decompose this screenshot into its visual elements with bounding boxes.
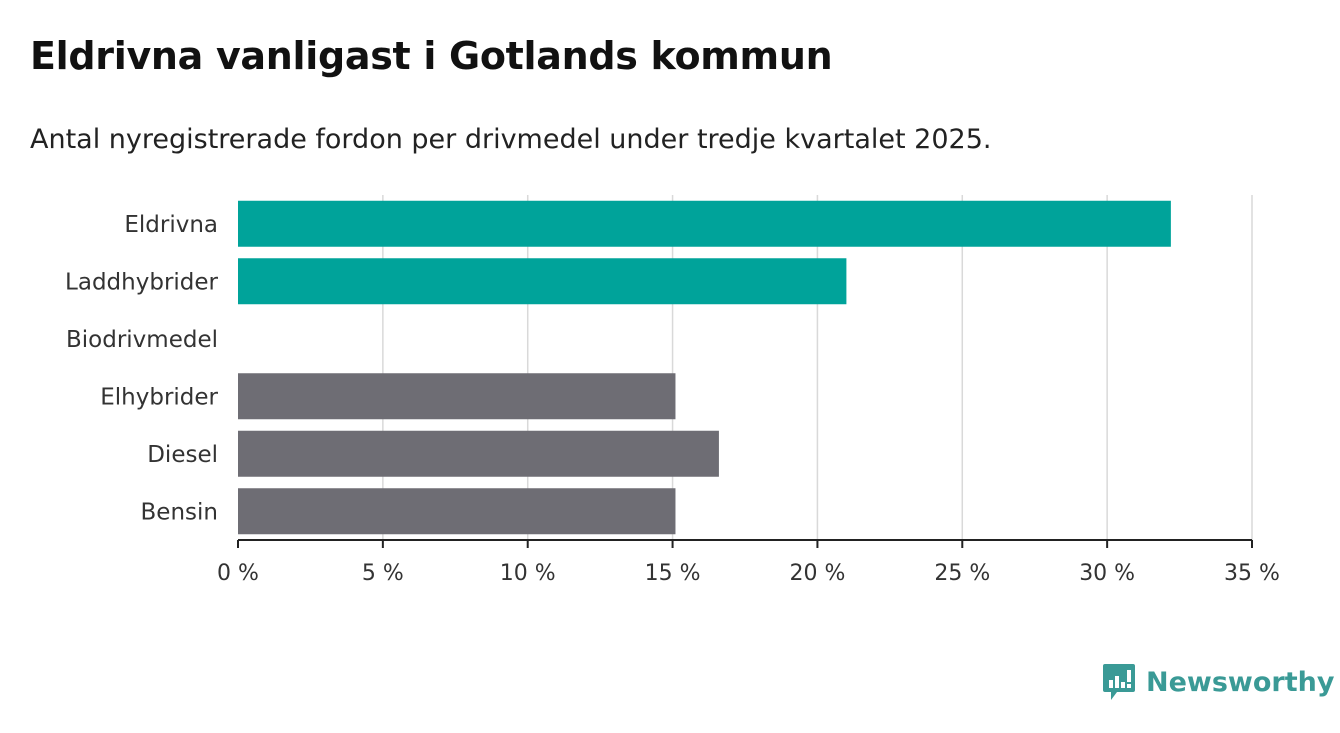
bar — [238, 430, 719, 477]
x-tick-label: 0 % — [217, 561, 259, 586]
category-label: Elhybrider — [100, 384, 218, 410]
brand-name: Newsworthy — [1146, 666, 1335, 698]
bar — [238, 488, 676, 535]
category-label: Diesel — [147, 442, 218, 468]
x-tick-label: 10 % — [500, 561, 556, 586]
bar — [238, 373, 676, 420]
x-tick-label: 30 % — [1079, 561, 1135, 586]
bar — [238, 258, 847, 305]
newsworthy-logo-icon — [1103, 664, 1135, 700]
chart-subtitle: Antal nyregistrerade fordon per drivmede… — [30, 124, 992, 155]
x-tick-label: 25 % — [934, 561, 990, 586]
x-tick-label: 15 % — [645, 561, 701, 586]
category-label: Biodrivmedel — [66, 327, 218, 353]
category-label: Eldrivna — [124, 212, 218, 238]
x-axis: 0 % 5 % 10 % 15 % 20 % 25 % 30 % 35 % — [217, 539, 1280, 586]
category-label: Laddhybrider — [65, 269, 218, 295]
category-label: Bensin — [141, 499, 218, 525]
grid-lines — [382, 195, 1253, 540]
bars — [238, 200, 1171, 535]
brand-logo: Newsworthy — [1102, 660, 1334, 704]
chart-title: Eldrivna vanligast i Gotlands kommun — [30, 34, 833, 78]
bar — [238, 200, 1171, 247]
x-tick-label: 35 % — [1224, 561, 1280, 586]
bar-chart: Eldrivna Laddhybrider Biodrivmedel Elhybrid… — [65, 195, 1280, 586]
x-tick-label: 20 % — [789, 561, 845, 586]
x-tick-label: 5 % — [362, 561, 404, 586]
category-labels: Eldrivna Laddhybrider Biodrivmedel Elhybrid… — [65, 212, 218, 526]
